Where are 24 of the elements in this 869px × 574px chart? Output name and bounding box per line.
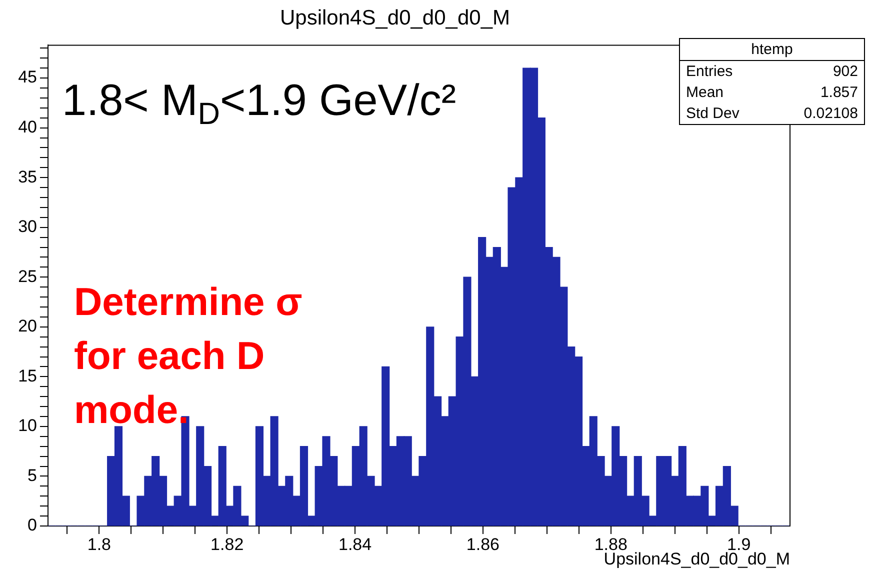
y-tick-label: 0 [28,516,37,535]
x-tick-label: 1.86 [466,534,500,554]
y-tick-label: 35 [18,167,37,186]
y-tick-label: 30 [18,217,37,236]
x-tick-label: 1.82 [210,534,244,554]
y-tick-label: 45 [18,68,37,87]
y-tick-label: 15 [18,366,37,386]
annotation: Mean [686,83,724,103]
y-tick-label: 25 [18,266,37,286]
x-tick-label: 1.8 [87,534,111,554]
text: 0.02108 [804,105,858,122]
annotation: Std Dev [686,104,740,124]
y-tick-label: 5 [28,466,37,485]
text: 902 [832,63,858,80]
y-tick-label: 10 [18,416,37,436]
annotation: 1.8< M$_{D}$<1.9 GeV/c² [62,76,456,134]
y-tick-label: 40 [18,118,37,137]
annotation: Entries [686,62,733,82]
chart-title: Upsilon4S_d0_d0_d0_M [280,6,510,30]
annotation: htemp [680,39,864,61]
y-tick-label: 20 [18,316,37,336]
text: 1.857 [820,84,858,101]
x-tick-label: 1.84 [338,534,372,554]
annotation: Determine σ for each D mode. [74,280,302,434]
